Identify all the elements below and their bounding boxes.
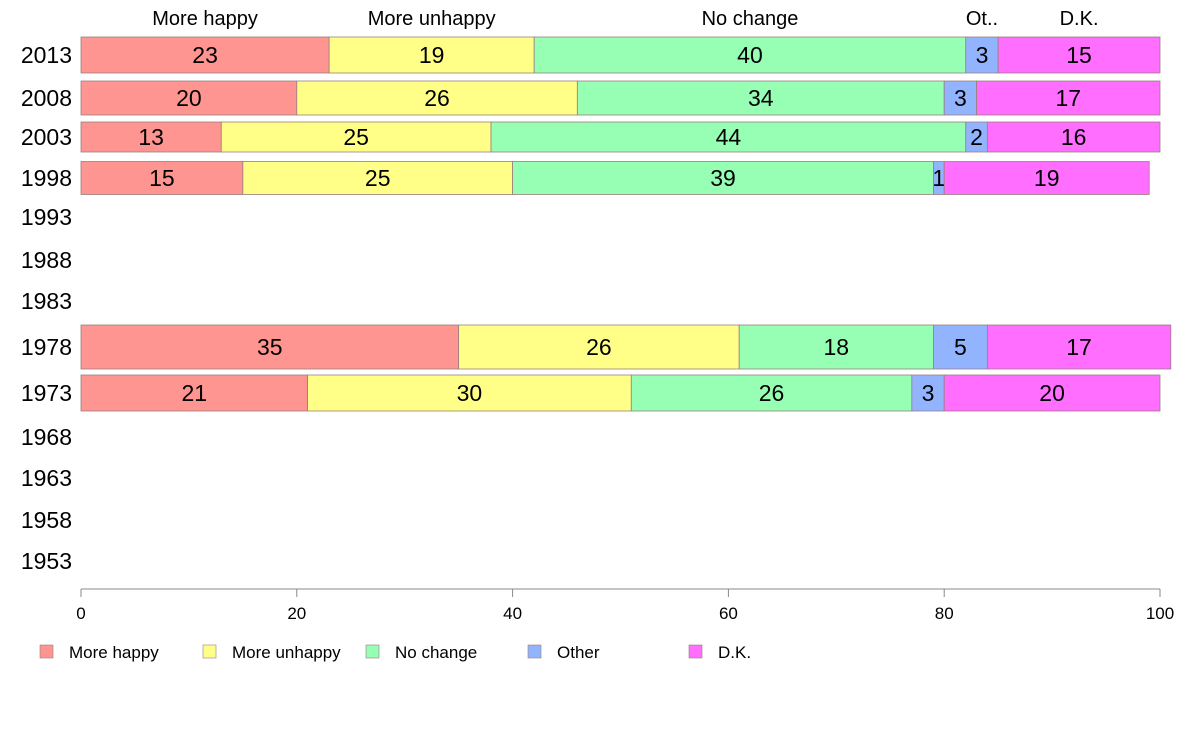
legend-swatch-more-unhappy [202, 644, 217, 659]
x-tick-label-20: 20 [287, 604, 306, 623]
bar-label-2013-no-change: 40 [737, 42, 763, 68]
year-labels: 2013 2008 2003 1998 1993 1988 1983 1978 1973 1968… [21, 42, 72, 574]
bar-label-1978-d-k: 17 [1066, 334, 1092, 360]
bar-1978-more-happy [80, 324, 460, 370]
bar-2013-no-change [533, 36, 967, 74]
legend-swatch-no-change [365, 644, 380, 659]
bar-2008-d-k [976, 80, 1161, 116]
year-label-1978: 1978 [21, 334, 72, 360]
bar-label-1998-more-unhappy: 25 [365, 165, 391, 191]
bar-1973-d-k [943, 374, 1161, 412]
year-label-2008: 2008 [21, 85, 72, 111]
bar-label-1998-no-change: 39 [710, 165, 736, 191]
bar-label-2003-d-k: 16 [1061, 124, 1087, 150]
year-label-1958: 1958 [21, 507, 72, 533]
bar-label-2008-more-happy: 20 [176, 85, 202, 111]
legend-label-no-change: No change [395, 643, 477, 662]
legend-label-more-happy: More happy [69, 643, 159, 662]
bar-label-2013-more-unhappy: 19 [419, 42, 445, 68]
bar-label-2003-more-unhappy: 25 [343, 124, 369, 150]
legend-label-d-k: D.K. [718, 643, 751, 662]
bar-2013-more-unhappy [328, 36, 535, 74]
top-label-other: Ot.. [966, 8, 998, 30]
year-label-1988: 1988 [21, 247, 72, 273]
bar-1978-other [933, 324, 988, 370]
bar-2013-d-k [997, 36, 1161, 74]
legend-swatch-d-k [688, 644, 703, 659]
year-label-1993: 1993 [21, 204, 72, 230]
bar-1998-more-happy [80, 161, 244, 195]
x-tick-label-40: 40 [503, 604, 522, 623]
legend: More happy More unhappy No change Other D.K. [39, 643, 751, 662]
bar-label-1973-other: 3 [922, 380, 935, 406]
bar-1978-d-k [986, 324, 1172, 370]
year-label-2013: 2013 [21, 42, 72, 68]
bar-label-2003-no-change: 44 [716, 124, 742, 150]
year-label-1953: 1953 [21, 548, 72, 574]
bar-1973-more-happy [80, 374, 308, 412]
bar-2008-more-happy [80, 80, 298, 116]
bar-1998-d-k [943, 161, 1150, 195]
year-label-1983: 1983 [21, 288, 72, 314]
top-label-more-happy: More happy [152, 8, 258, 30]
bar-label-2008-d-k: 17 [1055, 85, 1081, 111]
bar-label-1978-more-happy: 35 [257, 334, 283, 360]
bar-label-1973-d-k: 20 [1039, 380, 1065, 406]
year-label-1963: 1963 [21, 465, 72, 491]
year-label-1968: 1968 [21, 424, 72, 450]
bar-2008-no-change [576, 80, 945, 116]
bar-label-2013-other: 3 [976, 42, 989, 68]
top-label-no-change: No change [702, 8, 799, 30]
top-category-labels: More happy More unhappy No change Ot.. D.K. [152, 8, 1098, 30]
bar-1998-more-unhappy [242, 161, 514, 195]
bar-label-2008-more-unhappy: 26 [424, 85, 450, 111]
bar-2008-more-unhappy [296, 80, 578, 116]
bar-1998-no-change [512, 161, 934, 195]
year-label-2003: 2003 [21, 124, 72, 150]
bar-2013-more-happy [80, 36, 330, 74]
bar-label-2013-d-k: 15 [1066, 42, 1092, 68]
bar-1978-more-unhappy [458, 324, 740, 370]
bar-1973-more-unhappy [307, 374, 632, 412]
bar-label-1978-no-change: 18 [824, 334, 850, 360]
legend-swatch-more-happy [39, 644, 54, 659]
x-tick-label-100: 100 [1146, 604, 1174, 623]
bar-1973-no-change [630, 374, 913, 412]
x-tick-label-60: 60 [719, 604, 738, 623]
bar-label-1978-other: 5 [954, 334, 967, 360]
bar-label-1978-more-unhappy: 26 [586, 334, 612, 360]
bar-2003-no-change [490, 121, 967, 153]
bar-label-1998-more-happy: 15 [149, 165, 175, 191]
bar-label-1998-d-k: 19 [1034, 165, 1060, 191]
bar-label-2003-other: 2 [970, 124, 983, 150]
legend-swatch-other [527, 644, 542, 659]
bar-2003-more-unhappy [220, 121, 492, 153]
bar-2008-other [943, 80, 977, 116]
bar-label-1998-other: 1 [932, 165, 945, 191]
year-label-1973: 1973 [21, 380, 72, 406]
x-tick-label-80: 80 [935, 604, 954, 623]
bar-label-1973-more-unhappy: 30 [457, 380, 483, 406]
top-label-d-k: D.K. [1060, 8, 1099, 30]
bar-label-1973-no-change: 26 [759, 380, 785, 406]
legend-label-more-unhappy: More unhappy [232, 643, 341, 662]
year-label-1998: 1998 [21, 165, 72, 191]
bar-2003-d-k [986, 121, 1161, 153]
x-axis: 0 20 40 60 80 100 [76, 588, 1174, 623]
x-tick-label-0: 0 [76, 604, 85, 623]
bar-label-2008-other: 3 [954, 85, 967, 111]
legend-label-other: Other [557, 643, 600, 662]
bar-label-2013-more-happy: 23 [192, 42, 218, 68]
top-label-more-unhappy: More unhappy [368, 8, 496, 30]
bar-label-1973-more-happy: 21 [181, 380, 207, 406]
bar-1973-other [911, 374, 945, 412]
bar-label-2003-more-happy: 13 [138, 124, 164, 150]
bar-label-2008-no-change: 34 [748, 85, 774, 111]
